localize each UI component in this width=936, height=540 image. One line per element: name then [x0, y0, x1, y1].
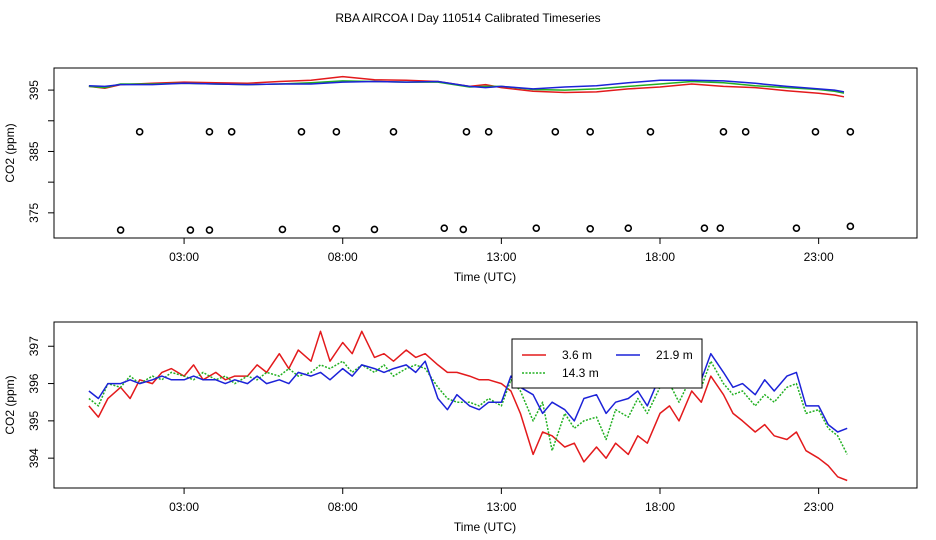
point-top-3-7 [484, 128, 493, 136]
panel-top-series [88, 75, 855, 234]
point-top-3-10 [646, 128, 655, 136]
panel-top-x-axis: 03:00 08:00 13:00 18:00 23:00 [169, 238, 834, 264]
point-top-4-1 [186, 226, 195, 234]
y-tick-label-top-0: 375 [27, 203, 41, 223]
point-top-4-11 [700, 224, 709, 232]
point-top-4-8 [532, 224, 541, 232]
series-line-top-21-9-m [88, 79, 845, 93]
panel-top-frame [53, 67, 918, 239]
point-top-4-3 [278, 225, 287, 234]
point-top-4-12 [716, 224, 725, 232]
point-top-4-5 [370, 225, 379, 234]
point-top-4-9 [586, 224, 595, 233]
x-tick-label-top-1: 08:00 [328, 250, 358, 264]
point-top-4-6 [440, 224, 449, 232]
point-top-4-14 [846, 222, 855, 231]
panel-bottom-x-axis: 03:00 08:00 13:00 18:00 23:00 [169, 488, 834, 514]
x-tick-label-bottom-2: 13:00 [486, 500, 516, 514]
point-top-3-8 [551, 128, 560, 136]
y-tick-label-bottom-3: 397 [27, 336, 41, 356]
panel-bottom-frame [53, 321, 918, 489]
legend: 3.6 m 21.9 m 14.3 m [511, 338, 703, 389]
point-top-3-2 [227, 128, 236, 136]
y-tick-label-bottom-0: 394 [27, 448, 41, 468]
point-top-3-4 [332, 128, 341, 136]
figure-title: RBA AIRCOA I Day 110514 Calibrated Times… [335, 11, 600, 25]
point-top-3-11 [719, 128, 728, 136]
panel-bottom: 03:00 08:00 13:00 18:00 23:00 394 395 396 397 T… [3, 321, 918, 534]
y-tick-label-bottom-1: 395 [27, 411, 41, 431]
point-top-3-13 [811, 128, 820, 136]
x-tick-label-bottom-3: 18:00 [645, 500, 675, 514]
point-top-4-0 [116, 226, 125, 234]
y-tick-label-top-2: 385 [27, 141, 41, 161]
point-top-3-14 [846, 128, 855, 136]
x-tick-label-top-3: 18:00 [645, 250, 675, 264]
panel-top-ylabel: CO2 (ppm) [3, 123, 17, 182]
panel-bottom-series [88, 330, 848, 482]
series-line-bottom-14-3-m [88, 360, 848, 455]
x-tick-label-top-2: 13:00 [486, 250, 516, 264]
y-tick-label-top-4: 395 [27, 80, 41, 100]
panel-top-y-axis: 375 385 395 [27, 80, 54, 223]
x-tick-label-bottom-4: 23:00 [804, 500, 834, 514]
panel-bottom-xlabel: Time (UTC) [454, 520, 516, 534]
point-top-4-2 [205, 226, 214, 234]
x-tick-label-bottom-1: 08:00 [328, 500, 358, 514]
series-line-bottom-3-6-m [88, 330, 848, 482]
legend-label-14-3m: 14.3 m [562, 366, 599, 380]
point-top-3-6 [462, 128, 471, 136]
panel-top: 03:00 08:00 13:00 18:00 23:00 375 385 395 Time… [3, 67, 918, 284]
legend-box [511, 338, 703, 389]
x-tick-label-bottom-0: 03:00 [169, 500, 199, 514]
point-top-3-1 [205, 128, 214, 136]
panel-bottom-ylabel: CO2 (ppm) [3, 375, 17, 434]
panel-top-xlabel: Time (UTC) [454, 270, 516, 284]
point-top-4-10 [624, 224, 633, 232]
point-top-4-4 [332, 224, 341, 233]
series-line-bottom-21-9-m [88, 352, 848, 433]
point-top-3-5 [389, 128, 398, 136]
point-top-3-3 [297, 128, 306, 136]
point-top-4-7 [459, 225, 468, 234]
legend-label-21-9m: 21.9 m [656, 348, 693, 362]
x-tick-label-top-4: 23:00 [804, 250, 834, 264]
panel-bottom-y-axis: 394 395 396 397 [27, 336, 54, 468]
y-tick-label-bottom-2: 396 [27, 373, 41, 393]
point-top-3-12 [741, 128, 750, 136]
point-top-4-13 [792, 224, 801, 232]
x-tick-label-top-0: 03:00 [169, 250, 199, 264]
series-line-top-3-6-m [88, 75, 845, 98]
legend-label-3-6m: 3.6 m [562, 348, 592, 362]
point-top-3-9 [586, 128, 595, 136]
point-top-3-0 [135, 128, 144, 136]
